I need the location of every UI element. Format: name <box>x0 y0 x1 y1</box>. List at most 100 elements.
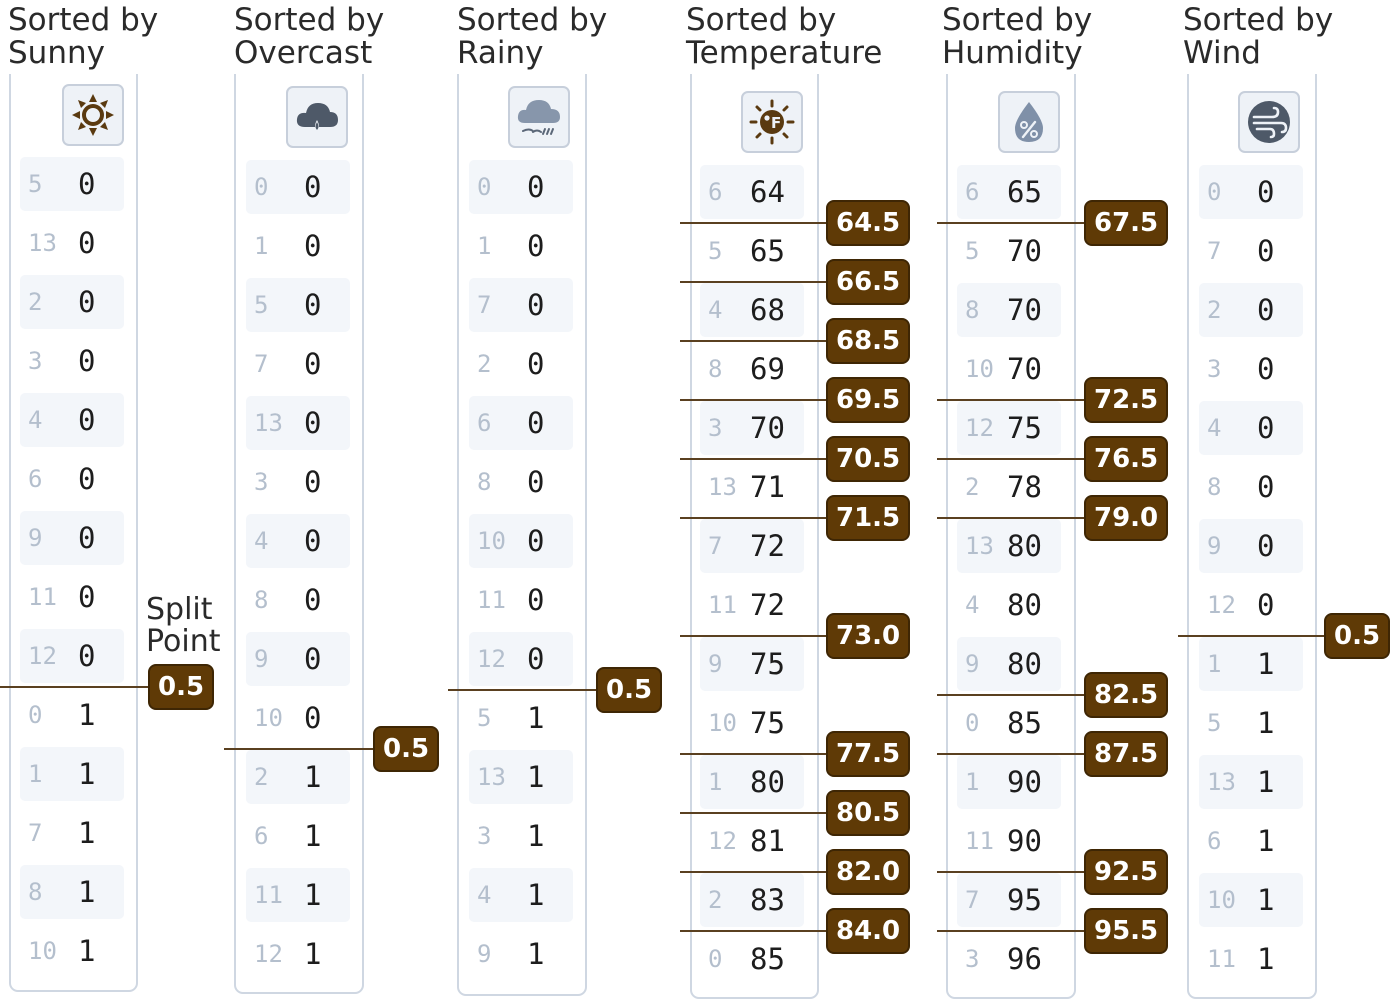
split-badge: 95.5 <box>1084 908 1169 954</box>
row-value: 0 <box>527 524 545 558</box>
row-value: 0 <box>527 583 545 617</box>
row-value: 65 <box>750 234 785 268</box>
row-index: 13 <box>965 532 994 560</box>
table-row: 11 1 <box>246 868 350 922</box>
row-index: 7 <box>28 819 43 847</box>
row-value: 1 <box>527 937 545 971</box>
table-row: 13 71 <box>700 460 804 514</box>
row-value: 1 <box>78 757 96 791</box>
table-row: 7 95 <box>957 873 1061 927</box>
row-index: 2 <box>708 886 723 914</box>
row-index: 9 <box>477 940 492 968</box>
table-row: 11 0 <box>469 573 573 627</box>
row-index: 11 <box>28 583 57 611</box>
split-line <box>937 222 1084 224</box>
split-line <box>680 399 826 401</box>
row-value: 72 <box>750 529 785 563</box>
row-index: 0 <box>254 173 269 201</box>
row-index: 5 <box>1207 709 1222 737</box>
row-index: 12 <box>28 642 57 670</box>
table-row: 13 80 <box>957 519 1061 573</box>
split-badge: 87.5 <box>1084 731 1169 777</box>
row-value: 0 <box>527 170 545 204</box>
column-title-line: Rainy <box>457 35 544 71</box>
split-badge: 92.5 <box>1084 849 1169 895</box>
table-row: 6 65 <box>957 165 1061 219</box>
split-line <box>224 748 373 750</box>
row-value: 0 <box>78 639 96 673</box>
split-badge: 68.5 <box>826 318 911 364</box>
row-index: 13 <box>1207 768 1236 796</box>
row-value: 1 <box>78 934 96 968</box>
row-value: 64 <box>750 175 785 209</box>
row-value: 70 <box>1007 352 1042 386</box>
row-index: 12 <box>1207 591 1236 619</box>
column-title-line: Sorted by <box>8 2 159 38</box>
row-index: 8 <box>965 296 980 324</box>
row-index: 1 <box>965 768 980 796</box>
column-title-line: Sorted by <box>686 2 837 38</box>
row-value: 0 <box>527 229 545 263</box>
table-row: 7 72 <box>700 519 804 573</box>
row-value: 0 <box>304 170 322 204</box>
table-row: 11 90 <box>957 814 1061 868</box>
split-badge: 0.5 <box>148 664 215 710</box>
split-point-label: Split Point <box>146 594 221 658</box>
row-value: 1 <box>1257 883 1275 917</box>
row-index: 11 <box>965 827 994 855</box>
row-value: 0 <box>304 465 322 499</box>
row-value: 0 <box>304 288 322 322</box>
row-value: 0 <box>527 288 545 322</box>
row-index: 11 <box>1207 945 1236 973</box>
row-value: 90 <box>1007 824 1042 858</box>
cloud-rain-icon <box>286 86 348 148</box>
row-value: 0 <box>78 285 96 319</box>
row-index: 6 <box>1207 827 1222 855</box>
row-value: 90 <box>1007 765 1042 799</box>
table-row: 13 0 <box>246 396 350 450</box>
row-value: 65 <box>1007 175 1042 209</box>
split-line <box>680 871 826 873</box>
row-index: 3 <box>1207 355 1222 383</box>
table-row: 13 1 <box>1199 755 1303 809</box>
split-badge: 79.0 <box>1084 495 1169 541</box>
row-index: 11 <box>477 586 506 614</box>
row-value: 0 <box>1257 352 1275 386</box>
row-value: 1 <box>527 760 545 794</box>
row-value: 1 <box>527 701 545 735</box>
row-index: 10 <box>477 527 506 555</box>
row-value: 0 <box>78 167 96 201</box>
row-index: 8 <box>708 355 723 383</box>
column-title-sunny: Sorted by Sunny <box>8 2 165 74</box>
split-line <box>680 930 826 932</box>
row-value: 0 <box>527 465 545 499</box>
table-row: 1 80 <box>700 755 804 809</box>
row-value: 80 <box>1007 647 1042 681</box>
row-value: 80 <box>1007 529 1042 563</box>
split-line <box>680 222 826 224</box>
row-value: 0 <box>1257 411 1275 445</box>
table-row: 12 0 <box>20 629 124 683</box>
column-title-line: Temperature <box>686 35 883 71</box>
row-value: 96 <box>1007 942 1042 976</box>
row-index: 0 <box>708 945 723 973</box>
wind-icon <box>1238 91 1300 153</box>
split-line <box>937 753 1084 755</box>
table-row: 3 96 <box>957 932 1061 986</box>
row-index: 4 <box>708 296 723 324</box>
row-index: 11 <box>254 881 283 909</box>
row-value: 0 <box>78 521 96 555</box>
row-value: 1 <box>1257 765 1275 799</box>
